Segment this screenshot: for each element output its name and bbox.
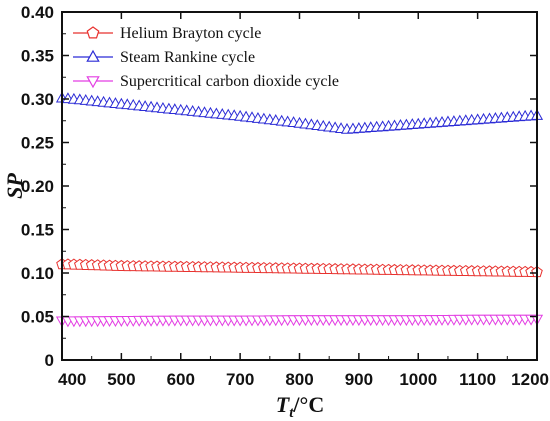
- x-tick-label: 700: [226, 370, 254, 389]
- legend-marker: [86, 26, 100, 39]
- x-tick-label: 500: [107, 370, 135, 389]
- y-axis-title: SP: [2, 173, 27, 199]
- y-tick-label: 0.10: [21, 264, 54, 283]
- x-axis-title: Tt/°C: [276, 392, 324, 421]
- y-tick-label: 0.20: [21, 177, 54, 196]
- y-tick-label: 0.25: [21, 134, 54, 153]
- axis-layer: 400 500 600 700 800 900 1000 1100 1200 0 0.05 0.10 0…: [21, 3, 549, 389]
- x-tick-label: 1100: [459, 370, 496, 389]
- x-tick-label: 400: [58, 370, 86, 389]
- legend-label: Helium Brayton cycle: [120, 25, 261, 42]
- series-layer: [55, 91, 544, 328]
- legend-item-supercritical-carbon-dioxide-cycle: Supercritical carbon dioxide cycle: [73, 73, 339, 90]
- series-helium-brayton-cycle: [56, 258, 543, 278]
- legend-marker: [86, 49, 100, 62]
- legend-item-helium-brayton-cycle: Helium Brayton cycle: [73, 25, 261, 42]
- x-axis-title-subscript: t: [289, 405, 294, 421]
- series-steam-rankine-cycle: [55, 91, 544, 134]
- x-tick-label: 600: [167, 370, 195, 389]
- legend-label: Supercritical carbon dioxide cycle: [120, 73, 339, 90]
- legend: Helium Brayton cycle Steam Rankine cycle S…: [73, 25, 339, 90]
- x-tick-label: 1200: [511, 370, 549, 389]
- x-tick-label: 800: [285, 370, 313, 389]
- y-tick-label: 0.40: [21, 3, 54, 22]
- x-tick-label: 1000: [399, 370, 437, 389]
- x-axis-title-unit: /°C: [292, 392, 324, 417]
- series-supercritical-carbon-dioxide-cycle: [55, 314, 544, 328]
- legend-label: Steam Rankine cycle: [120, 49, 255, 66]
- x-axis-title-main: T: [276, 392, 291, 417]
- x-tick-label: 900: [345, 370, 373, 389]
- legend-item-steam-rankine-cycle: Steam Rankine cycle: [73, 49, 255, 66]
- legend-marker: [86, 76, 100, 89]
- y-tick-label: 0: [45, 351, 54, 370]
- y-tick-label: 0.05: [21, 308, 54, 327]
- y-tick-label: 0.30: [21, 90, 54, 109]
- y-tick-label: 0.15: [21, 221, 54, 240]
- y-tick-label: 0.35: [21, 47, 54, 66]
